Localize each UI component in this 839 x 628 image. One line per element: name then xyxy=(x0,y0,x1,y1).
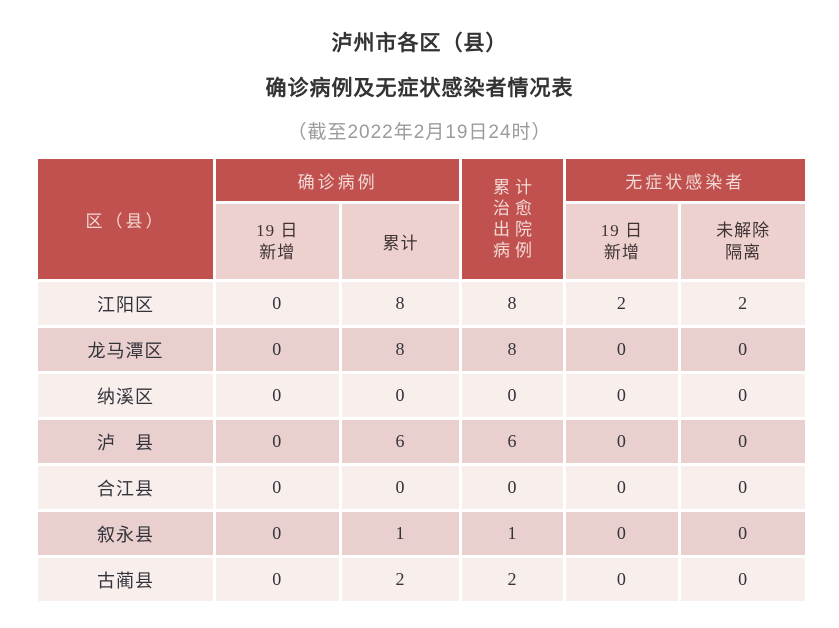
value-cell: 0 xyxy=(459,371,566,420)
confirmed-total-column-header: 累计 xyxy=(338,201,463,282)
value-cell: 0 xyxy=(212,279,342,328)
value-cell: 0 xyxy=(562,371,682,420)
value-cell: 2 xyxy=(562,279,682,328)
quarantine-header-line: 未解除 xyxy=(716,220,771,240)
cured-header-line: 病例 xyxy=(492,241,537,260)
value-cell: 0 xyxy=(562,325,682,374)
confirmed-new-header-line: 新增 xyxy=(259,242,296,262)
value-cell: 8 xyxy=(338,325,463,374)
value-cell: 1 xyxy=(338,509,463,558)
value-cell: 1 xyxy=(459,509,566,558)
table-row: 古蔺县 0 2 2 0 0 xyxy=(35,555,808,604)
value-cell: 6 xyxy=(459,417,566,466)
region-cell: 合江县 xyxy=(35,463,216,512)
value-cell: 0 xyxy=(678,509,808,558)
region-cell: 叙永县 xyxy=(35,509,216,558)
table-row: 合江县 0 0 0 0 0 xyxy=(35,463,808,512)
value-cell: 2 xyxy=(678,279,808,328)
asymptomatic-new-header-line: 新增 xyxy=(603,242,640,262)
value-cell: 0 xyxy=(212,555,342,604)
asymptomatic-group-header: 无症状感染者 xyxy=(562,156,809,204)
value-cell: 0 xyxy=(212,463,342,512)
value-cell: 0 xyxy=(562,509,682,558)
table-header: 区（县） 确诊病例 累计 治愈 出院 病例 无症状感染者 19 日 新增 累计 … xyxy=(35,156,809,282)
cases-table: 区（县） 确诊病例 累计 治愈 出院 病例 无症状感染者 19 日 新增 累计 … xyxy=(35,156,809,604)
page-subtitle: （截至2022年2月19日24时） xyxy=(287,122,552,143)
sub-header-row: 19 日 新增 累计 19 日 新增 未解除 隔离 xyxy=(37,201,808,282)
table-row: 龙马潭区 0 8 8 0 0 xyxy=(35,325,808,374)
value-cell: 0 xyxy=(678,555,808,604)
table-body: 江阳区 0 8 8 2 2 龙马潭区 0 8 8 0 0 纳溪区 0 0 0 0 xyxy=(35,279,808,604)
value-cell: 0 xyxy=(212,509,342,558)
value-cell: 6 xyxy=(338,417,463,466)
value-cell: 0 xyxy=(459,463,566,512)
value-cell: 0 xyxy=(562,463,682,512)
asymptomatic-new-column-header: 19 日 新增 xyxy=(562,201,682,282)
value-cell: 8 xyxy=(459,279,566,328)
value-cell: 0 xyxy=(562,417,682,466)
table-row: 纳溪区 0 0 0 0 0 xyxy=(35,371,808,420)
quarantine-column-header: 未解除 隔离 xyxy=(678,201,808,282)
confirmed-group-header: 确诊病例 xyxy=(212,156,463,204)
value-cell: 0 xyxy=(562,555,682,604)
value-cell: 0 xyxy=(212,417,342,466)
value-cell: 8 xyxy=(459,325,566,374)
region-cell: 泸 县 xyxy=(35,417,216,466)
group-header-row: 区（县） 确诊病例 累计 治愈 出院 病例 无症状感染者 xyxy=(35,156,809,282)
confirmed-new-header-line: 19 日 xyxy=(256,220,299,240)
cured-header-line: 治愈 xyxy=(492,199,537,218)
value-cell: 8 xyxy=(338,279,463,328)
region-cell: 纳溪区 xyxy=(35,371,216,420)
table-row: 泸 县 0 6 6 0 0 xyxy=(35,417,808,466)
confirmed-new-column-header: 19 日 新增 xyxy=(212,201,342,282)
value-cell: 0 xyxy=(678,417,808,466)
region-cell: 古蔺县 xyxy=(35,555,216,604)
cured-discharged-column-header: 累计 治愈 出院 病例 xyxy=(459,156,566,282)
asymptomatic-new-header-line: 19 日 xyxy=(600,220,643,240)
table-row: 叙永县 0 1 1 0 0 xyxy=(35,509,808,558)
value-cell: 0 xyxy=(212,371,342,420)
value-cell: 0 xyxy=(678,325,808,374)
region-cell: 龙马潭区 xyxy=(35,325,216,374)
title-block: 泸州市各区（县） 确诊病例及无症状感染者情况表 （截至2022年2月19日24时… xyxy=(0,0,839,143)
region-column-header: 区（县） xyxy=(35,156,216,282)
value-cell: 0 xyxy=(212,325,342,374)
region-cell: 江阳区 xyxy=(35,279,216,328)
value-cell: 0 xyxy=(338,371,463,420)
value-cell: 0 xyxy=(338,463,463,512)
page-title-line1: 泸州市各区（县） xyxy=(331,32,508,55)
value-cell: 2 xyxy=(459,555,566,604)
value-cell: 0 xyxy=(678,371,808,420)
cured-header-line: 累计 xyxy=(492,178,537,197)
cured-header-line: 出院 xyxy=(492,220,537,239)
value-cell: 2 xyxy=(338,555,463,604)
page-title-line2: 确诊病例及无症状感染者情况表 xyxy=(265,77,574,100)
value-cell: 0 xyxy=(678,463,808,512)
table-row: 江阳区 0 8 8 2 2 xyxy=(35,279,808,328)
quarantine-header-line: 隔离 xyxy=(725,242,762,262)
